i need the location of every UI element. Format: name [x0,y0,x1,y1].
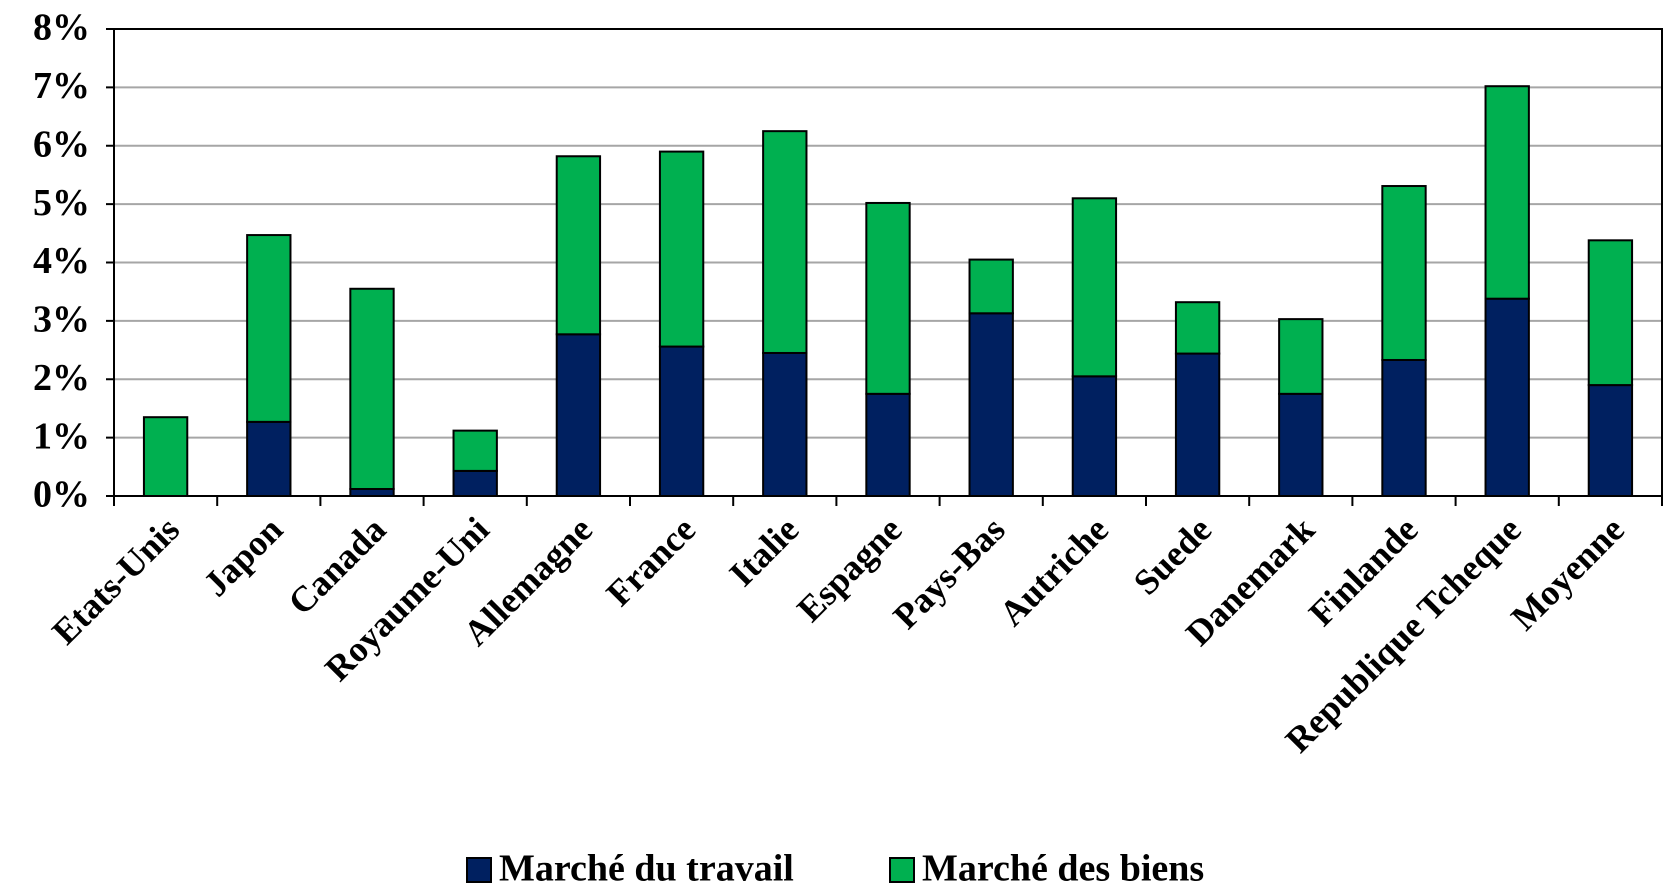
bar-segment [865,392,911,497]
bar-segment [1587,239,1634,387]
bar-segment [246,420,292,497]
y-tick-label: 3% [33,299,90,341]
bar-segment [1381,185,1427,361]
bar-segment [1174,352,1221,497]
bar-segment [349,487,395,497]
bar-segment [349,287,395,490]
x-tick-label: Italie [721,509,806,594]
bar-segment [1484,85,1530,300]
bar-segment [555,155,602,336]
x-tick-label: Etats-Unis [44,509,187,652]
bar-segment [968,312,1014,497]
bar-segment [658,345,705,497]
y-tick-label: 7% [33,65,90,107]
bar-segment [1278,318,1324,395]
bar-segment [452,429,498,472]
legend-swatch [466,857,492,883]
bar-segment [452,469,498,497]
x-tick-label: Autriche [991,509,1115,633]
bar-segment [658,150,705,348]
bar-segment [142,416,189,498]
bar-segment [762,351,808,498]
legend-label: Marché des biens [922,848,1204,890]
y-tick-label: 8% [33,7,90,49]
bar-segment [555,333,602,497]
bar-segment [968,258,1014,315]
bar-segment [1278,392,1324,497]
x-tick-label: France [598,509,703,614]
y-tick-label: 6% [33,123,90,165]
bar-segment [1484,297,1530,497]
bar-segment [762,130,808,354]
legend-label: Marché du travail [499,848,794,890]
bar-segment [865,201,911,395]
y-tick-label: 1% [33,415,90,457]
y-tick-label: 2% [33,357,90,399]
y-tick-label: 0% [33,474,90,516]
y-tick-label: 5% [33,182,90,224]
bar-segment [1071,197,1118,378]
bar-segment [1174,301,1221,355]
x-tick-label: Moyenne [1503,509,1632,638]
x-tick-label: Suede [1126,509,1219,602]
legend-swatch [889,857,915,883]
bar-segment [1381,358,1427,497]
bar-segment [1071,375,1118,497]
bar-segment [246,234,292,423]
bar-segment [1587,384,1634,497]
y-tick-label: 4% [33,240,90,282]
x-tick-label: Japon [196,509,291,604]
x-tick-label: Pays-Bas [885,509,1012,636]
